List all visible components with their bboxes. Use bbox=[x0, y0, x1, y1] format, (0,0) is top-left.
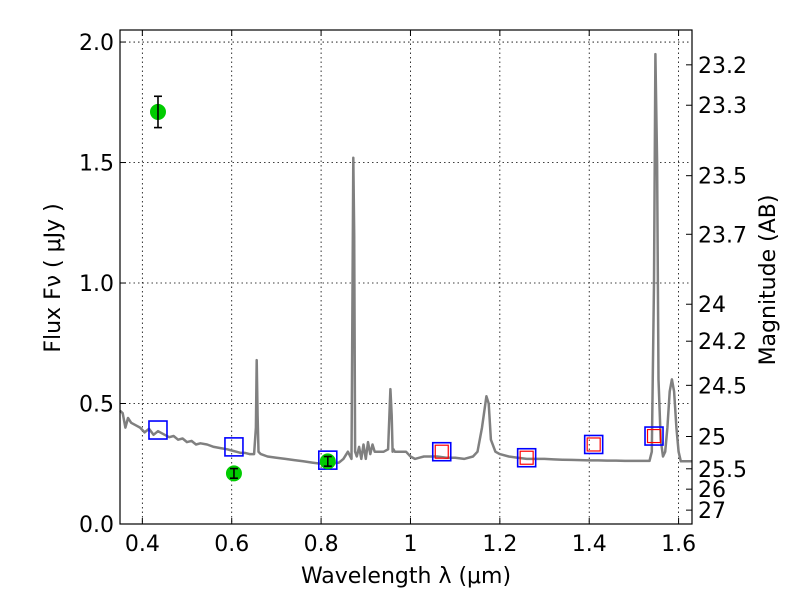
y2-tick-label: 23.7 bbox=[698, 223, 747, 248]
grid bbox=[120, 30, 692, 525]
x-tick-label: 1.4 bbox=[572, 532, 607, 557]
y2-tick-label: 23.5 bbox=[698, 165, 747, 190]
x-tick-label: 0.8 bbox=[304, 532, 339, 557]
model-square-marker bbox=[224, 437, 244, 457]
inner-square-marker bbox=[646, 428, 662, 444]
y2-axis-label: Magnitude (AB) bbox=[756, 195, 781, 366]
y2-tick-label: 25 bbox=[698, 426, 726, 451]
y-tick-label: 0.0 bbox=[79, 513, 114, 538]
plot-area bbox=[119, 52, 692, 482]
x-tick-label: 1 bbox=[403, 532, 417, 557]
model-square-marker bbox=[431, 441, 452, 462]
y-tick-label: 2.0 bbox=[79, 31, 114, 56]
y2-tick-label: 24 bbox=[698, 293, 726, 318]
x-tick-label: 1.6 bbox=[661, 532, 696, 557]
y2-tick-label: 24.5 bbox=[698, 374, 747, 399]
y-tick-label: 1.0 bbox=[79, 272, 114, 297]
inner-square-marker bbox=[519, 450, 534, 465]
y2-tick-label: 27 bbox=[698, 499, 726, 524]
model-square-marker bbox=[644, 426, 664, 446]
model-square-marker bbox=[148, 420, 168, 440]
x-tick-label: 1.2 bbox=[482, 532, 517, 557]
x-tick-label: 0.6 bbox=[214, 532, 249, 557]
axis-labels: Wavelength λ (μm) Flux Fν ( μJy ) Magnit… bbox=[41, 195, 781, 589]
y-tick-label: 0.5 bbox=[79, 393, 114, 418]
y2-tick-label: 23.3 bbox=[698, 94, 747, 119]
spectrum-line bbox=[119, 52, 692, 466]
y2-tick-label: 24.2 bbox=[698, 330, 747, 355]
y2-tick-label: 23.2 bbox=[698, 54, 747, 79]
inner-square-marker bbox=[586, 437, 601, 452]
axes: 0.4 0.6 0.8 1 1.2 1.4 1.6 0.0 0.5 1.0 1.5 2.0 23.2 23… bbox=[79, 29, 747, 557]
inner-square-marker bbox=[434, 444, 449, 459]
x-axis-label: Wavelength λ (μm) bbox=[301, 564, 511, 589]
model-square-marker bbox=[583, 434, 604, 455]
plot-frame bbox=[119, 29, 693, 525]
x-tick-label: 0.4 bbox=[125, 532, 160, 557]
y2-tick-label: 26 bbox=[698, 478, 726, 503]
y2-tick-label: 25.5 bbox=[698, 458, 747, 483]
model-square-marker bbox=[516, 447, 537, 468]
y-tick-label: 1.5 bbox=[79, 152, 114, 177]
y-axis-label: Flux Fν ( μJy ) bbox=[41, 203, 66, 352]
